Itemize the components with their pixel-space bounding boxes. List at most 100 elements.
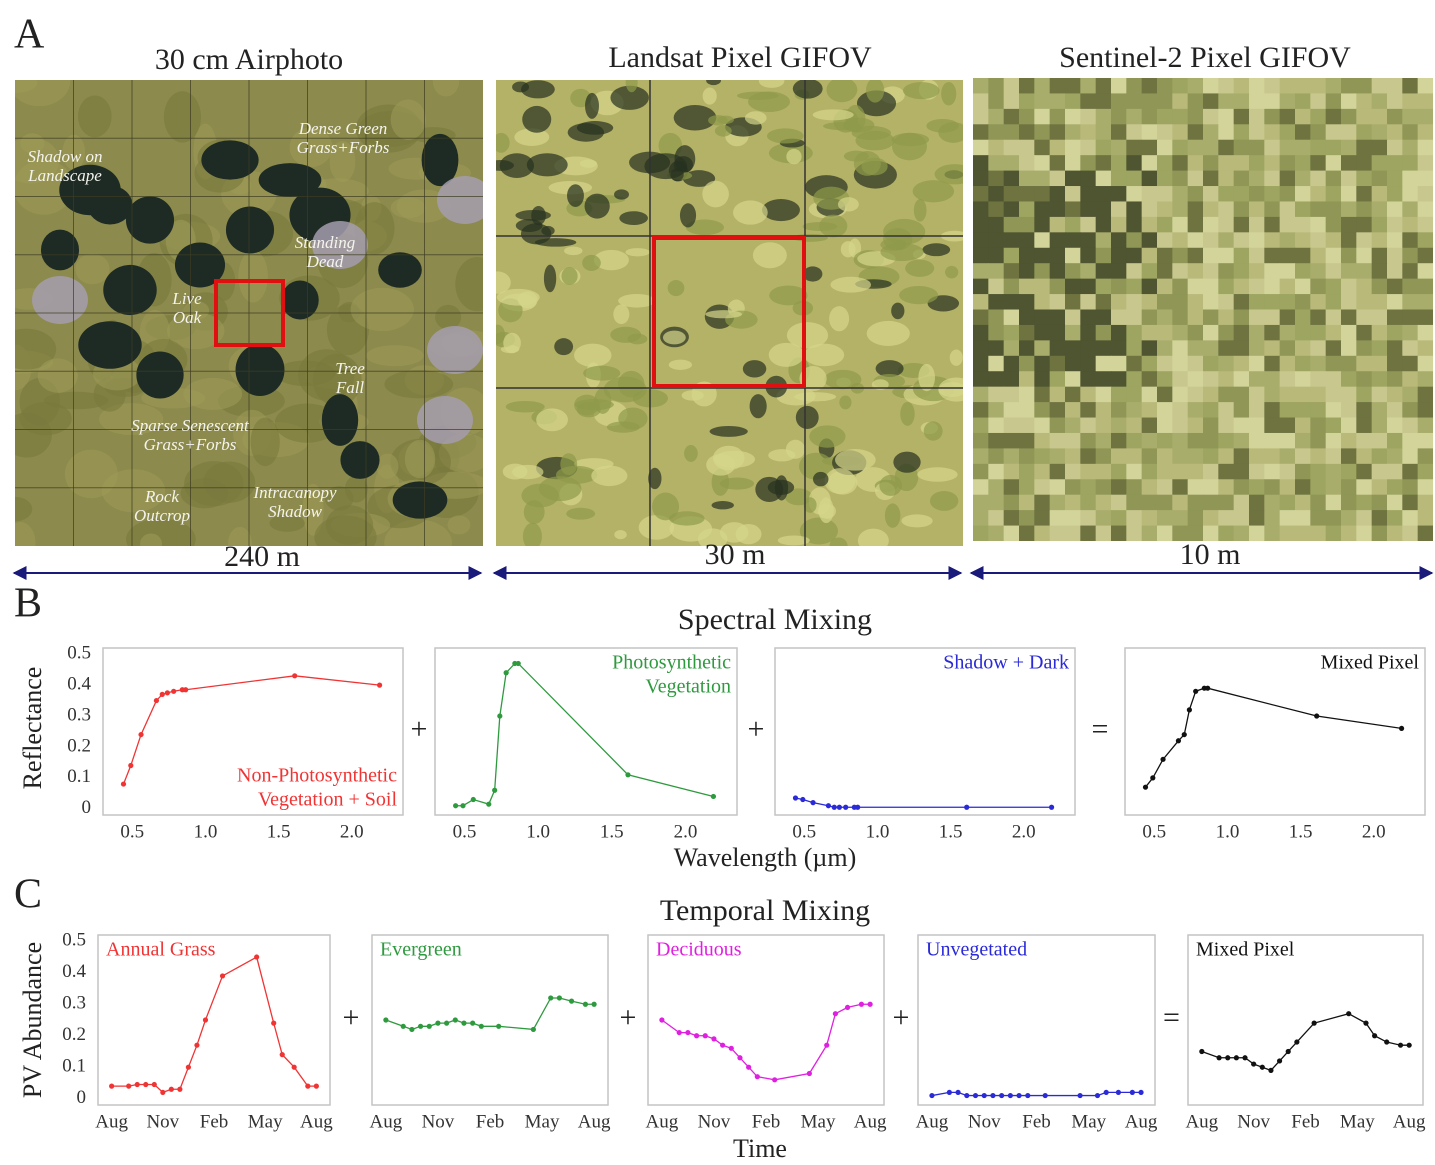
chart: 0.51.01.52.0PhotosyntheticVegetation [435, 648, 737, 842]
pixel [1172, 495, 1188, 511]
pixel [1203, 479, 1219, 495]
pixel [1019, 124, 1035, 140]
pixel [1418, 217, 1434, 233]
pixel [1203, 93, 1219, 109]
data-point [755, 1074, 760, 1079]
pixel [1065, 201, 1081, 217]
pixel [1341, 93, 1357, 109]
pixel [1080, 248, 1096, 264]
pixel [1372, 93, 1388, 109]
pixel [1402, 78, 1418, 94]
pixel [1280, 140, 1296, 156]
data-point [171, 689, 176, 694]
pixel [1326, 310, 1342, 326]
pixel [1356, 464, 1372, 480]
pixel [1387, 217, 1403, 233]
pixel [1341, 433, 1357, 449]
x-tick-label: Aug [646, 1111, 679, 1132]
pixel [1034, 263, 1050, 279]
pixel [1096, 109, 1112, 125]
pixel [1356, 526, 1372, 542]
pixel [1326, 279, 1342, 295]
pixel [1034, 78, 1050, 94]
sentinel-image [973, 78, 1434, 542]
pixel [1188, 248, 1204, 264]
pixel [1402, 232, 1418, 248]
pixel [1234, 78, 1250, 94]
pixel [1142, 155, 1158, 171]
pixel [1372, 526, 1388, 542]
pixel [1249, 371, 1265, 387]
pixel [1387, 186, 1403, 202]
pixel [1142, 124, 1158, 140]
pixel [1172, 310, 1188, 326]
data-point [800, 797, 805, 802]
landsat-image [484, 72, 975, 554]
pixel [1402, 340, 1418, 356]
pixel [1096, 155, 1112, 171]
pixel [1280, 340, 1296, 356]
pixel [1295, 248, 1311, 264]
pixel [1080, 356, 1096, 372]
pixel [1218, 109, 1234, 125]
pixel [1249, 356, 1265, 372]
pixel [1341, 325, 1357, 341]
texture [568, 123, 604, 142]
data-point [1077, 1093, 1082, 1098]
data-point [1193, 689, 1198, 694]
data-point [843, 805, 848, 810]
data-point [737, 1055, 742, 1060]
pixel [1387, 479, 1403, 495]
pixel [1310, 109, 1326, 125]
pixel [1310, 78, 1326, 94]
pixel [1341, 109, 1357, 125]
texture [720, 478, 754, 490]
pixel [1218, 248, 1234, 264]
texture [748, 91, 790, 112]
pixel [1096, 186, 1112, 202]
pixel [1372, 418, 1388, 434]
pixel [1264, 448, 1280, 464]
pixel [1080, 448, 1096, 464]
pixel [988, 340, 1004, 356]
pixel [1034, 387, 1050, 403]
pixel [973, 418, 989, 434]
pixel [1280, 510, 1296, 526]
pixel [1126, 248, 1142, 264]
data-point [1251, 1061, 1256, 1066]
pixel [1111, 140, 1127, 156]
texture [880, 243, 923, 261]
pixel [1111, 186, 1127, 202]
pixel [1142, 387, 1158, 403]
image-title: Sentinel-2 Pixel GIFOV [1059, 41, 1351, 74]
pixel [1280, 433, 1296, 449]
pixel [1356, 124, 1372, 140]
pixel [1188, 433, 1204, 449]
pixel [1157, 294, 1173, 310]
pixel [1172, 171, 1188, 187]
pixel [1356, 495, 1372, 511]
texture [541, 226, 554, 236]
pixel [1004, 78, 1020, 94]
pixel [1234, 310, 1250, 326]
pixel [1188, 109, 1204, 125]
pixel [1280, 124, 1296, 140]
pixel [988, 140, 1004, 156]
pixel [1111, 448, 1127, 464]
pixel [1234, 294, 1250, 310]
pixel [1050, 217, 1066, 233]
pixel [1034, 510, 1050, 526]
pixel [1264, 279, 1280, 295]
texture [506, 401, 545, 413]
pixel [1310, 93, 1326, 109]
data-point [1398, 1043, 1403, 1048]
pixel [1326, 155, 1342, 171]
pixel [1203, 140, 1219, 156]
pixel [1004, 464, 1020, 480]
pixel [1004, 279, 1020, 295]
pixel [1280, 310, 1296, 326]
pixel [1234, 155, 1250, 171]
pixel [1065, 340, 1081, 356]
pixel [973, 124, 989, 140]
pixel [1188, 356, 1204, 372]
